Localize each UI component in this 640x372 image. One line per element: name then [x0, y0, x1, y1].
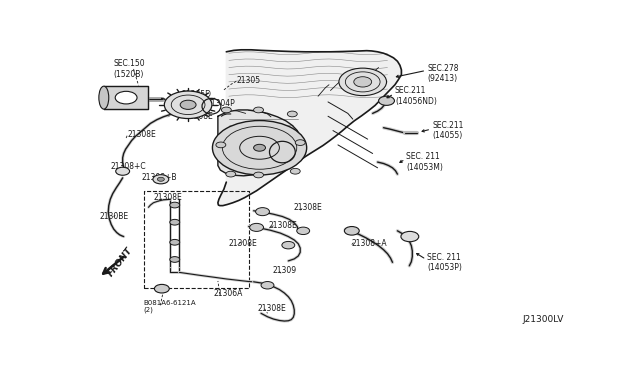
Text: B081A6-6121A
(2): B081A6-6121A (2)	[143, 300, 196, 314]
Circle shape	[216, 142, 226, 148]
Text: 21309: 21309	[273, 266, 296, 275]
Polygon shape	[218, 110, 301, 176]
Circle shape	[180, 100, 196, 109]
Polygon shape	[104, 86, 148, 109]
Circle shape	[164, 91, 212, 119]
Polygon shape	[218, 50, 401, 206]
Circle shape	[401, 231, 419, 242]
Text: SEC.211
(14055): SEC.211 (14055)	[432, 121, 463, 140]
Circle shape	[212, 121, 307, 175]
Circle shape	[226, 171, 236, 177]
Text: J21300LV: J21300LV	[522, 315, 564, 324]
Text: 21308E: 21308E	[229, 239, 257, 248]
Text: 21308E: 21308E	[293, 203, 322, 212]
Circle shape	[154, 284, 169, 293]
Circle shape	[170, 257, 180, 262]
Text: SEC.278
(92413): SEC.278 (92413)	[428, 64, 459, 83]
Circle shape	[157, 177, 164, 181]
Text: SEC.211
(14056ND): SEC.211 (14056ND)	[395, 87, 437, 106]
Circle shape	[297, 227, 310, 235]
Circle shape	[170, 219, 180, 225]
Text: 2130BE: 2130BE	[100, 212, 129, 221]
Circle shape	[116, 167, 130, 175]
Circle shape	[221, 107, 231, 113]
Text: 21305: 21305	[236, 76, 260, 85]
Text: SEC. 211
(14053M): SEC. 211 (14053M)	[406, 153, 444, 172]
Text: 21304P: 21304P	[207, 99, 236, 108]
Text: 21306A: 21306A	[214, 289, 243, 298]
Text: 21308+C: 21308+C	[111, 162, 147, 171]
Circle shape	[295, 140, 305, 145]
Text: 21308+B: 21308+B	[142, 173, 177, 182]
Text: FRONT: FRONT	[107, 246, 135, 279]
Circle shape	[170, 202, 180, 208]
Text: 21305D: 21305D	[182, 90, 212, 99]
Circle shape	[153, 175, 169, 184]
Circle shape	[261, 282, 274, 289]
Circle shape	[339, 68, 387, 96]
Text: 21308E: 21308E	[154, 193, 182, 202]
Circle shape	[115, 92, 137, 104]
Ellipse shape	[99, 86, 109, 109]
Circle shape	[255, 208, 269, 216]
Circle shape	[250, 223, 264, 231]
Circle shape	[291, 169, 300, 174]
Text: 21308E: 21308E	[184, 112, 213, 121]
Text: SEC.150
(1520B): SEC.150 (1520B)	[114, 59, 145, 79]
Text: SEC. 211
(14053P): SEC. 211 (14053P)	[428, 253, 462, 272]
Circle shape	[170, 240, 180, 245]
Text: 21308+A: 21308+A	[352, 239, 387, 248]
Text: 21308E: 21308E	[269, 221, 297, 230]
Circle shape	[253, 144, 266, 151]
Circle shape	[282, 241, 295, 249]
Circle shape	[379, 96, 394, 105]
Circle shape	[344, 227, 359, 235]
Circle shape	[287, 111, 297, 117]
Circle shape	[253, 107, 264, 113]
Text: 21308E: 21308E	[127, 130, 156, 140]
Circle shape	[354, 77, 372, 87]
Text: 21308E: 21308E	[257, 304, 286, 312]
Circle shape	[253, 172, 264, 178]
